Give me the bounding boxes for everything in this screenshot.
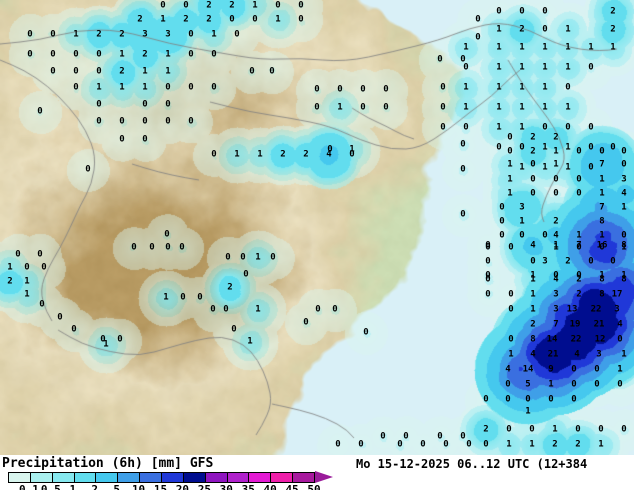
legend-tick-labels: 0.1 0.5 1 2 5 10 15 20 25 30 35 40 45 50	[8, 483, 338, 490]
legend-tick-50: 50	[307, 483, 321, 490]
legend-tick-10: 10	[131, 483, 146, 490]
legend-swatch-13	[293, 473, 315, 482]
legend-swatch-1	[30, 473, 53, 482]
legend-swatch-11	[249, 473, 272, 482]
chart-title: Precipitation (6h) [mm] GFS	[2, 456, 214, 471]
legend-swatch-10	[227, 473, 250, 482]
legend-swatch-0	[9, 473, 31, 482]
legend-tick-30: 30	[219, 483, 233, 490]
legend-tick-15: 15	[153, 483, 168, 490]
legend-tick-0.1: 0.1	[18, 483, 39, 490]
legend-tick-2: 2	[91, 483, 99, 490]
legend-swatch-8	[183, 473, 206, 482]
legend-tick-1: 1	[69, 483, 77, 490]
map-raster-canvas	[0, 0, 634, 455]
legend-tick-5: 5	[113, 483, 120, 490]
legend-swatch-strip	[8, 472, 315, 483]
map-footer: Precipitation (6h) [mm] GFS Mo 15-12-202…	[0, 455, 634, 490]
legend-tick-20: 20	[175, 483, 190, 490]
legend-swatch-9	[205, 473, 228, 482]
legend-tick-45: 45	[285, 483, 299, 490]
legend-swatch-7	[162, 473, 184, 482]
legend-tick-40: 40	[263, 483, 277, 490]
legend-swatch-6	[140, 473, 163, 482]
legend-swatch-2	[52, 473, 75, 482]
legend-swatch-4	[96, 473, 119, 482]
legend-swatch-5	[118, 473, 141, 482]
legend-tick-35: 35	[241, 483, 255, 490]
legend-overflow-arrow-icon	[315, 471, 333, 483]
model-run-info: Mo 15-12-2025 06..12 UTC (12+384	[356, 457, 588, 471]
legend-swatch-12	[271, 473, 294, 482]
legend-colorbar[interactable]: 0.1 0.5 1 2 5 10 15 20 25 30 35 40 45 50	[8, 471, 338, 490]
legend-tick-0.5: 0.5	[40, 483, 61, 490]
legend-swatch-3	[74, 473, 97, 482]
legend-tick-25: 25	[197, 483, 211, 490]
